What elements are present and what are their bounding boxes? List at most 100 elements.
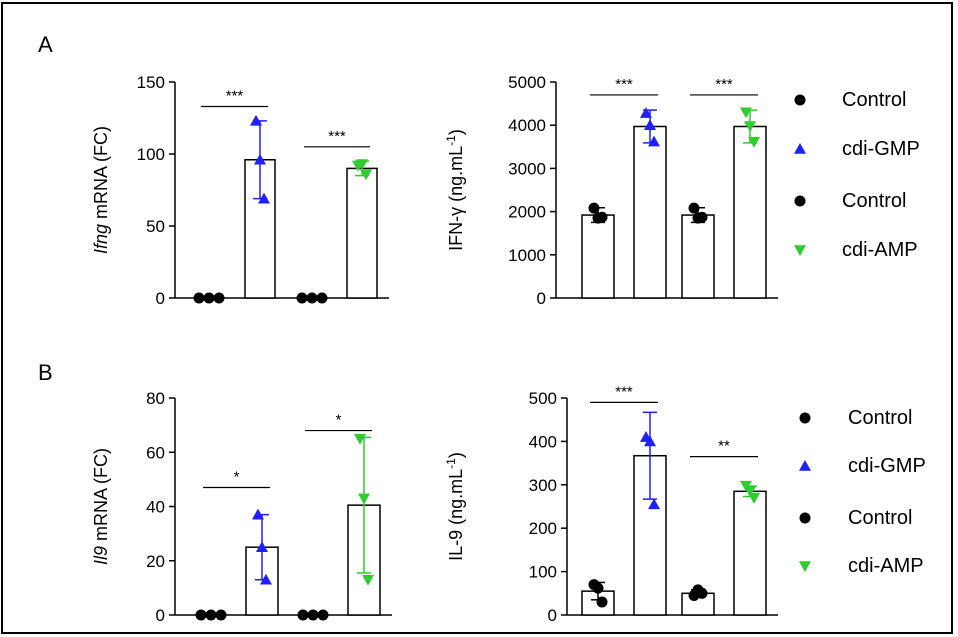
y-axis-label: Il9 mRNA (FC) <box>91 448 111 565</box>
significance-label: *** <box>226 87 244 104</box>
data-point <box>362 574 374 586</box>
data-point <box>640 107 652 118</box>
data-point <box>250 114 262 126</box>
data-point <box>307 609 319 621</box>
significance-label: * <box>234 469 240 486</box>
y-tick-label: 20 <box>146 552 165 571</box>
data-point <box>215 609 227 621</box>
legend-marker <box>799 460 811 471</box>
legend-label: Control <box>842 190 906 212</box>
data-point <box>644 119 656 130</box>
data-point <box>358 493 370 505</box>
y-tick-label: 150 <box>137 73 165 92</box>
y-tick-label: 80 <box>146 389 165 408</box>
data-point <box>644 435 656 447</box>
data-point <box>252 508 264 520</box>
legend-a: Control cdi-GMP Control cdi-AMP <box>794 89 920 261</box>
data-point <box>297 609 309 621</box>
legend-label: Control <box>848 407 912 429</box>
y-tick-label: 50 <box>146 217 165 236</box>
y-tick-label: 2000 <box>508 203 546 222</box>
bar <box>633 125 667 299</box>
data-point <box>296 292 308 304</box>
legend-label: cdi-GMP <box>842 138 920 160</box>
bar <box>733 490 767 616</box>
y-tick-label: 1000 <box>508 246 546 265</box>
bar <box>681 214 715 299</box>
data-point <box>744 121 756 133</box>
legend-label: cdi-GMP <box>848 455 926 477</box>
chart-panel-1: 0 50 100 150 Ifng mRNA (FC) *** *** <box>91 73 389 308</box>
data-point <box>306 292 318 304</box>
bar <box>733 125 767 299</box>
legend-label: cdi-AMP <box>842 239 918 261</box>
y-axis-label: Ifng mRNA (FC) <box>91 126 111 254</box>
y-tick-label: 0 <box>548 606 557 625</box>
significance-label: ** <box>718 438 730 455</box>
data-point <box>696 211 708 223</box>
y-tick-label: 100 <box>529 563 557 582</box>
legend-marker <box>799 561 811 572</box>
y-tick-label: 60 <box>146 443 165 462</box>
significance-label: *** <box>615 76 633 93</box>
legend-marker <box>794 143 806 154</box>
legend-marker <box>794 195 806 207</box>
data-point <box>588 202 600 214</box>
data-point <box>744 486 756 498</box>
legend-marker <box>799 512 811 524</box>
data-point <box>740 480 752 492</box>
data-point <box>203 292 215 304</box>
significance-label: * <box>336 412 342 429</box>
data-point <box>748 136 760 148</box>
legend-marker <box>794 245 806 256</box>
y-tick-label: 200 <box>529 519 557 538</box>
y-tick-label: 0 <box>537 289 546 308</box>
legend-label: cdi-AMP <box>848 555 924 577</box>
data-point <box>360 169 372 181</box>
y-tick-label: 4000 <box>508 116 546 135</box>
legend-marker <box>794 94 806 106</box>
significance-label: *** <box>615 383 633 400</box>
significance-label: *** <box>328 128 346 145</box>
data-point <box>193 292 205 304</box>
data-point <box>596 211 608 223</box>
legend-marker <box>799 412 811 424</box>
data-point <box>648 498 660 510</box>
y-tick-label: 40 <box>146 498 165 517</box>
y-tick-label: 0 <box>156 289 165 308</box>
chart-panel-3: 0 20 40 60 80 Il9 mRNA (FC) * * <box>91 389 392 625</box>
data-point <box>256 541 268 552</box>
panel-label-a: A <box>38 32 53 57</box>
data-point <box>592 582 604 594</box>
significance-label: *** <box>715 76 733 93</box>
data-point <box>696 587 708 599</box>
legend-label: Control <box>842 89 906 111</box>
y-tick-label: 5000 <box>508 73 546 92</box>
y-axis-label: IL-9 (ng.mL-1) <box>444 452 466 561</box>
panel-label-b: B <box>38 360 53 385</box>
data-point <box>258 192 270 204</box>
chart-panel-2: 0 1000 2000 3000 4000 5000 IFN-γ (ng.mL-1) *** *… <box>444 73 778 308</box>
y-axis-label: IFN-γ (ng.mL-1) <box>444 129 466 251</box>
bar <box>346 167 378 299</box>
data-point <box>195 609 207 621</box>
data-point <box>317 609 329 621</box>
legend-label: Control <box>848 507 912 529</box>
data-point <box>205 609 217 621</box>
data-point <box>260 573 272 585</box>
bar <box>581 214 615 299</box>
y-tick-label: 500 <box>529 389 557 408</box>
y-tick-label: 0 <box>156 606 165 625</box>
data-point <box>213 292 225 304</box>
data-point <box>596 596 608 608</box>
data-point <box>356 159 368 171</box>
y-tick-label: 3000 <box>508 159 546 178</box>
data-point <box>748 493 760 504</box>
y-tick-label: 100 <box>137 145 165 164</box>
legend-b: Control cdi-GMP Control cdi-AMP <box>799 407 926 577</box>
y-tick-label: 400 <box>529 432 557 451</box>
